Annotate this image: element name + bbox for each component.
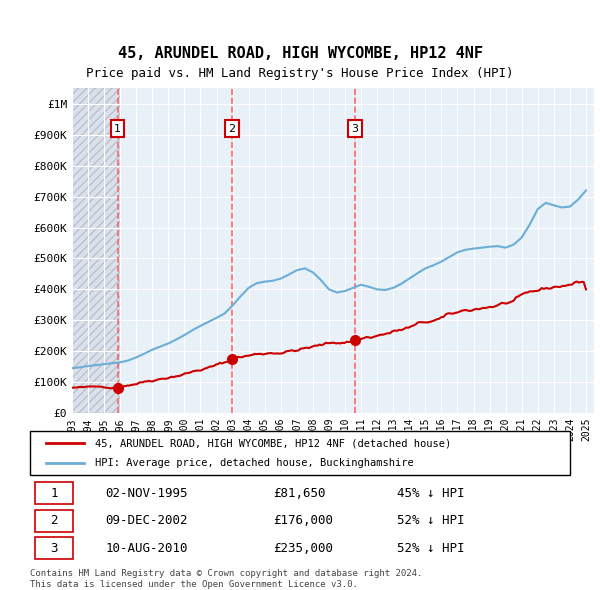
- Text: £81,650: £81,650: [273, 487, 325, 500]
- Text: 09-DEC-2002: 09-DEC-2002: [106, 514, 188, 527]
- Text: 1: 1: [50, 487, 58, 500]
- Text: 45% ↓ HPI: 45% ↓ HPI: [397, 487, 465, 500]
- FancyBboxPatch shape: [35, 510, 73, 532]
- Text: 52% ↓ HPI: 52% ↓ HPI: [397, 514, 465, 527]
- FancyBboxPatch shape: [35, 482, 73, 504]
- Text: £235,000: £235,000: [273, 542, 333, 555]
- Text: 45, ARUNDEL ROAD, HIGH WYCOMBE, HP12 4NF: 45, ARUNDEL ROAD, HIGH WYCOMBE, HP12 4NF: [118, 45, 482, 61]
- Text: This data is licensed under the Open Government Licence v3.0.: This data is licensed under the Open Gov…: [30, 579, 358, 589]
- Text: Price paid vs. HM Land Registry's House Price Index (HPI): Price paid vs. HM Land Registry's House …: [86, 67, 514, 80]
- Text: HPI: Average price, detached house, Buckinghamshire: HPI: Average price, detached house, Buck…: [95, 458, 413, 467]
- Bar: [72, 88, 120, 413]
- Text: Contains HM Land Registry data © Crown copyright and database right 2024.: Contains HM Land Registry data © Crown c…: [30, 569, 422, 578]
- Text: 02-NOV-1995: 02-NOV-1995: [106, 487, 188, 500]
- FancyBboxPatch shape: [30, 431, 570, 475]
- Text: 1: 1: [114, 124, 121, 134]
- Text: 3: 3: [50, 542, 58, 555]
- Text: £176,000: £176,000: [273, 514, 333, 527]
- Text: 52% ↓ HPI: 52% ↓ HPI: [397, 542, 465, 555]
- Text: 2: 2: [228, 124, 235, 134]
- Text: 3: 3: [352, 124, 358, 134]
- Text: 45, ARUNDEL ROAD, HIGH WYCOMBE, HP12 4NF (detached house): 45, ARUNDEL ROAD, HIGH WYCOMBE, HP12 4NF…: [95, 438, 451, 448]
- Text: 10-AUG-2010: 10-AUG-2010: [106, 542, 188, 555]
- FancyBboxPatch shape: [35, 537, 73, 559]
- Text: 2: 2: [50, 514, 58, 527]
